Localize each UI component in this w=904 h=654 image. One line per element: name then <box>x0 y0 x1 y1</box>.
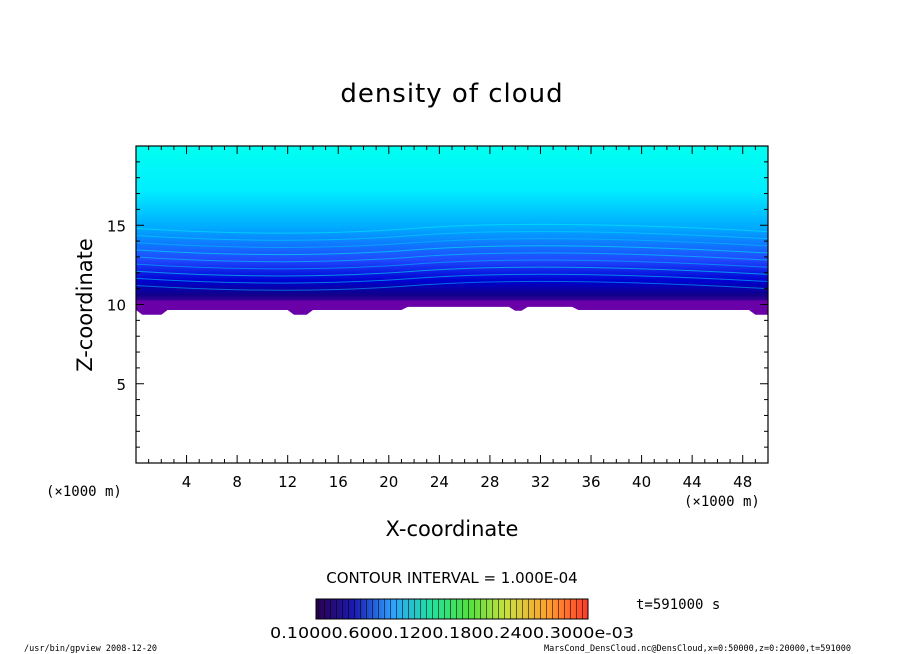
x-tick-label: 44 <box>683 473 702 491</box>
x-tick-label: 40 <box>632 473 651 491</box>
x-unit-right: (×1000 m) <box>684 494 760 510</box>
y-axis-title: Z-coordinate <box>73 238 97 372</box>
contour-line <box>135 238 769 248</box>
y-tick-label: 10 <box>107 297 126 315</box>
x-tick-label: 8 <box>232 473 242 491</box>
field-gradient <box>136 146 768 305</box>
contour-line <box>135 245 769 256</box>
x-tick-label: 20 <box>379 473 398 491</box>
contour-line <box>135 280 769 291</box>
x-unit-left: (×1000 m) <box>46 484 122 500</box>
x-axis: 4 8 12 16 20 24 28 32 36 40 44 48 <box>148 146 756 491</box>
footer-left: /usr/bin/gpview 2008-12-20 <box>24 644 157 654</box>
x-tick-label: 4 <box>182 473 192 491</box>
colorbar-labels: 0.10000.6000.1200.1800.2400.3000e-03 <box>270 624 634 642</box>
colorbar <box>315 598 589 620</box>
contour-line <box>135 273 769 284</box>
contour-line <box>135 259 769 270</box>
x-axis-title: X-coordinate <box>386 517 519 541</box>
density-field <box>135 146 769 315</box>
x-tick-label: 28 <box>480 473 499 491</box>
x-tick-label: 48 <box>733 473 752 491</box>
y-tick-label: 15 <box>107 217 126 235</box>
x-tick-label: 24 <box>430 473 449 491</box>
x-tick-label: 16 <box>329 473 348 491</box>
time-label: t=591000 s <box>636 597 720 613</box>
cloud-base-fringe <box>136 300 768 315</box>
contour-interval: CONTOUR INTERVAL = 1.000E-04 <box>326 569 577 587</box>
contour-line <box>135 252 769 263</box>
x-tick-label: 32 <box>531 473 550 491</box>
x-tick-label: 12 <box>278 473 297 491</box>
x-tick-label: 36 <box>581 473 600 491</box>
y-axis: 5 10 15 <box>107 161 768 448</box>
y-tick-label: 5 <box>116 376 126 394</box>
chart-title: density of cloud <box>340 79 563 109</box>
contour-line <box>135 230 769 241</box>
footer-right: MarsCond_DensCloud.nc@DensCloud,x=0:5000… <box>544 644 851 654</box>
contour-line <box>135 223 769 234</box>
contour-line <box>135 266 769 277</box>
